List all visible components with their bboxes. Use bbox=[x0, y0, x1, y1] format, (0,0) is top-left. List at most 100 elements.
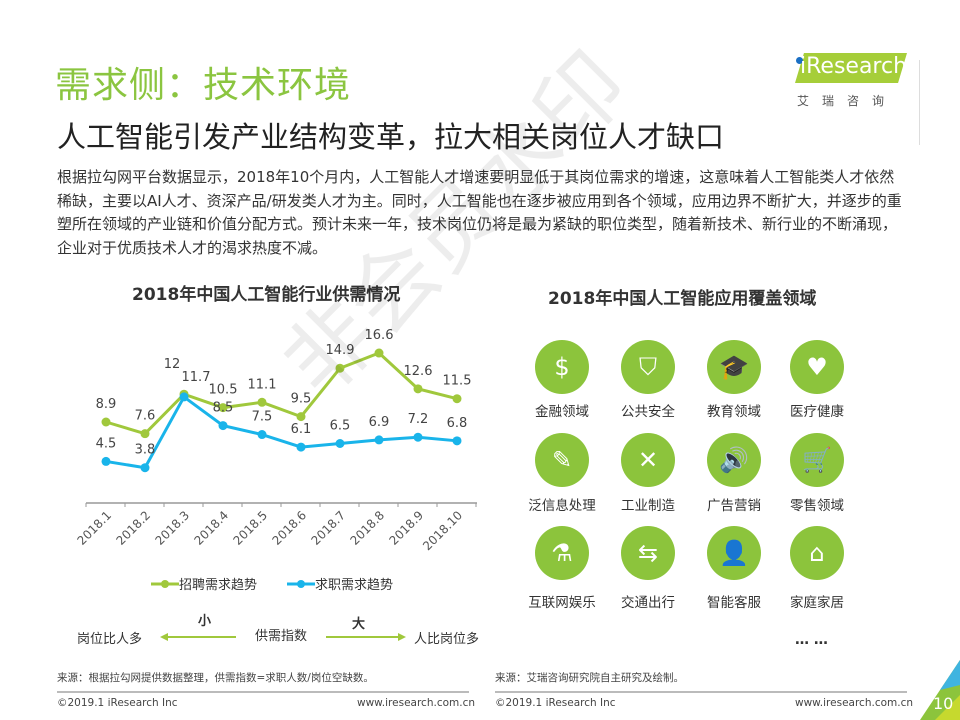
x-tick-label: 2018.3 bbox=[153, 508, 193, 548]
data-label: 16.6 bbox=[365, 328, 394, 343]
legend-label: 招聘需求趋势 bbox=[179, 578, 258, 593]
data-label: 8.9 bbox=[96, 397, 117, 412]
agent-icon: 👤 bbox=[707, 526, 761, 580]
scale-left-label: 岗位比人多 bbox=[77, 632, 143, 647]
house-icon: ⌂ bbox=[790, 526, 844, 580]
data-label: 12 bbox=[164, 357, 181, 372]
domain-label: 公共安全 bbox=[621, 404, 675, 420]
x-tick-label: 2018.10 bbox=[420, 508, 465, 553]
data-point bbox=[452, 436, 462, 446]
logo-text: iResearch bbox=[800, 54, 908, 79]
page-subtitle: 人工智能引发产业结构变革，拉大相关岗位人才缺口 bbox=[57, 120, 725, 154]
data-point bbox=[413, 432, 423, 442]
chart-legend: 招聘需求趋势 求职需求趋势 bbox=[151, 574, 393, 593]
domain-label: 智能客服 bbox=[707, 595, 761, 611]
data-point bbox=[140, 429, 150, 439]
data-label: 6.8 bbox=[447, 416, 468, 431]
data-label: 11.5 bbox=[443, 374, 472, 389]
data-point bbox=[374, 348, 384, 358]
graduation-cap-icon: 🎓 bbox=[707, 340, 761, 394]
domain-label: 家庭家居 bbox=[790, 595, 844, 611]
data-label: 3.8 bbox=[135, 443, 156, 458]
data-label: 8.5 bbox=[213, 401, 234, 416]
scale-center-label: 供需指数 bbox=[255, 629, 308, 644]
data-label: 7.2 bbox=[408, 412, 429, 427]
data-point bbox=[101, 456, 111, 466]
website-right[interactable]: www.iresearch.com.cn bbox=[795, 697, 914, 709]
data-point bbox=[335, 439, 345, 449]
footer-divider-left bbox=[57, 691, 469, 693]
x-tick-label: 2018.4 bbox=[192, 508, 232, 548]
copyright-left: ©2019.1 iResearch Inc bbox=[57, 697, 178, 709]
data-point bbox=[257, 397, 267, 407]
data-label: 4.5 bbox=[96, 436, 117, 451]
legend-marker-green bbox=[151, 579, 179, 588]
domain-label: 金融领域 bbox=[535, 404, 589, 420]
x-tick-label: 2018.2 bbox=[114, 508, 154, 548]
domain-label: 医疗健康 bbox=[790, 404, 844, 420]
data-point bbox=[335, 363, 345, 373]
page-corner-decoration bbox=[920, 660, 960, 720]
chart-title: 2018年中国人工智能行业供需情况 bbox=[132, 285, 401, 305]
data-point bbox=[101, 417, 111, 427]
domain-label: 交通出行 bbox=[621, 595, 675, 611]
domain-label: 广告营销 bbox=[707, 498, 761, 514]
series-line-0 bbox=[105, 351, 458, 436]
data-label: 6.5 bbox=[330, 419, 351, 434]
data-label: 10.5 bbox=[209, 383, 238, 398]
divider bbox=[919, 60, 920, 145]
data-label: 11.1 bbox=[248, 377, 277, 392]
more-indicator: … … bbox=[795, 632, 828, 648]
notepad-icon: ✎ bbox=[535, 433, 589, 487]
legend-marker-blue bbox=[287, 579, 316, 588]
data-point bbox=[140, 463, 150, 473]
data-label: 9.5 bbox=[291, 392, 312, 407]
copyright-right: ©2019.1 iResearch Inc bbox=[495, 697, 616, 709]
data-point bbox=[179, 392, 189, 402]
data-point bbox=[218, 403, 228, 413]
series-line-1 bbox=[105, 394, 458, 470]
speaker-icon: 🔊 bbox=[707, 433, 761, 487]
domain-label: 互联网娱乐 bbox=[528, 595, 596, 611]
source-right: 来源：艾瑞咨询研究院自主研究及绘制。 bbox=[495, 672, 684, 684]
page-title: 需求侧：技术环境 bbox=[55, 65, 352, 106]
cart-icon: 🛒 bbox=[790, 433, 844, 487]
data-point bbox=[296, 412, 306, 422]
logo-dot bbox=[796, 57, 803, 64]
x-tick-label: 2018.6 bbox=[270, 508, 310, 548]
scale-small: 小 bbox=[198, 614, 212, 629]
x-tick-label: 2018.5 bbox=[231, 508, 271, 548]
data-point bbox=[452, 394, 462, 404]
logo-cn: 艾瑞咨询 bbox=[797, 94, 898, 108]
website-left[interactable]: www.iresearch.com.cn bbox=[357, 697, 476, 709]
domain-label: 教育领域 bbox=[707, 404, 761, 420]
page-number: 10 bbox=[933, 694, 954, 713]
domains-title: 2018年中国人工智能应用覆盖领域 bbox=[548, 289, 817, 309]
signpost-icon: ⇆ bbox=[621, 526, 675, 580]
shield-icon: ⛉ bbox=[621, 340, 675, 394]
legend-label: 求职需求趋势 bbox=[315, 578, 394, 593]
data-label: 6.9 bbox=[369, 415, 390, 430]
footer-divider-right bbox=[495, 691, 907, 693]
legend-item-jobseek: 求职需求趋势 bbox=[287, 574, 393, 593]
data-point bbox=[296, 442, 306, 452]
domain-label: 零售领域 bbox=[790, 498, 844, 514]
data-point bbox=[413, 384, 423, 394]
data-label: 12.6 bbox=[404, 364, 433, 379]
scale-large: 大 bbox=[352, 617, 366, 632]
data-point bbox=[218, 421, 228, 431]
scale-right-label: 人比岗位多 bbox=[414, 632, 480, 647]
tools-icon: ✕ bbox=[621, 433, 675, 487]
money-bag-icon: $ bbox=[535, 340, 589, 394]
scale-arrows bbox=[160, 633, 406, 641]
data-label: 7.5 bbox=[252, 410, 273, 425]
x-tick-label: 2018.8 bbox=[348, 508, 388, 548]
data-label: 7.6 bbox=[135, 409, 156, 424]
data-label: 11.7 bbox=[182, 370, 211, 385]
data-label: 14.9 bbox=[326, 343, 355, 358]
logo-banner bbox=[795, 53, 907, 83]
data-label: 6.1 bbox=[291, 422, 312, 437]
intro-paragraph: 根据拉勾网平台数据显示，2018年10个月内，人工智能人才增速要明显低于其岗位需… bbox=[57, 168, 902, 257]
source-left: 来源：根据拉勾网提供数据整理，供需指数=求职人数/岗位空缺数。 bbox=[57, 672, 374, 684]
heart-icon: ♥ bbox=[790, 340, 844, 394]
